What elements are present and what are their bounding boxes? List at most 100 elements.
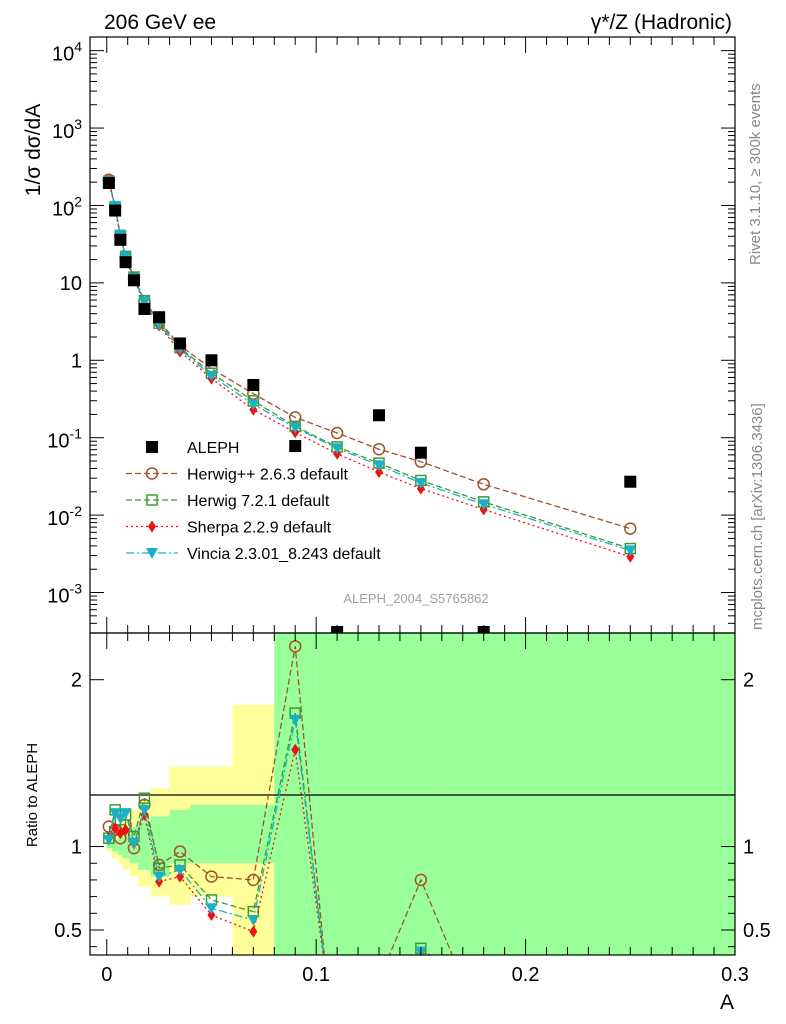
ratio-ylabel: Ratio to ALEPH	[24, 743, 41, 847]
band-green-bin	[122, 833, 130, 859]
main-point-data	[127, 274, 140, 287]
ratio-frame	[89, 632, 736, 956]
ratio-uncertainty-bands	[106, 633, 735, 955]
main-point-data	[119, 256, 132, 269]
legend-label-sherpa: Sherpa 2.2.9 default	[187, 520, 332, 537]
legend-marker-herwigpp	[145, 467, 159, 480]
ratio-point-sherpa	[121, 823, 130, 836]
ratio-xtick-label: 0.2	[512, 964, 540, 986]
ratio-point-sherpa	[291, 743, 300, 756]
main-series	[102, 173, 637, 633]
legend-marker-vincia	[146, 548, 158, 559]
ratio-xtick-label: 0.3	[721, 964, 749, 986]
main-point-data	[109, 204, 122, 217]
main-ytick-label: 10-3	[47, 581, 82, 608]
band-green-bin	[358, 633, 400, 955]
legend-marker-herwig7	[146, 494, 158, 506]
band-green-bin	[118, 836, 123, 855]
legend-marker-sherpa	[148, 520, 156, 533]
legend: ALEPH Herwig++ 2.6.3 default Herwig 7.2.1 …	[126, 440, 381, 563]
main-ytick-label: 103	[52, 116, 82, 143]
main-point-herwigpp	[624, 522, 637, 535]
main-point-data	[372, 409, 385, 422]
main-ytick-label: 102	[52, 193, 82, 220]
main-point-herwigpp	[330, 426, 344, 440]
ratio-ytick-label-right: 2	[743, 670, 754, 692]
band-green-bin	[106, 843, 112, 849]
analysis-watermark: ALEPH_2004_S5765862	[343, 591, 488, 606]
main-point-data	[114, 233, 127, 246]
band-green-bin	[169, 809, 191, 864]
ratio-point-sherpa	[111, 822, 120, 835]
axes: 10-3 10-2 10-1 1 10 102 103 104 0 0.1 0.2 0.3 0.5 0.5…	[47, 36, 771, 986]
main-ytick-label: 1	[71, 350, 82, 372]
main-point-data	[102, 177, 115, 190]
ratio-point-herwig7	[138, 792, 151, 804]
main-point-vincia	[372, 460, 385, 472]
band-green-bin	[232, 804, 275, 864]
ratio-point-herwigpp	[173, 845, 187, 858]
ratio-point-vincia	[127, 838, 140, 850]
ratio-xtick-label: 0.1	[302, 964, 330, 986]
ratio-point-herwigpp	[205, 870, 218, 883]
main-point-data	[289, 440, 302, 453]
ratio-point-vincia	[119, 808, 132, 820]
xlabel: A	[720, 991, 734, 1014]
main-point-data	[174, 337, 187, 350]
main-frame	[89, 36, 736, 634]
ratio-ytick-label: 0.5	[54, 920, 82, 942]
band-green-bin	[190, 804, 233, 864]
main-line-sherpa	[108, 180, 631, 558]
band-green-bin	[525, 633, 735, 955]
ratio-point-sherpa	[207, 908, 216, 921]
main-point-vincia	[247, 399, 260, 411]
main-point-herwigpp	[372, 442, 386, 456]
band-green-bin	[441, 633, 526, 955]
ratio-point-vincia	[138, 804, 151, 816]
legend-label-herwig7: Herwig 7.2.1 default	[187, 493, 330, 510]
ratio-point-sherpa	[249, 925, 258, 938]
ratio-ytick-label-right: 1	[743, 837, 754, 859]
ratio-point-vincia	[289, 714, 302, 726]
main-point-vincia	[414, 477, 427, 489]
main-point-sherpa	[626, 550, 635, 563]
main-point-data	[138, 302, 151, 315]
side-label-rivet: Rivet 3.1.10, ≥ 300k events	[747, 83, 764, 265]
main-point-data	[153, 311, 166, 324]
main-point-vincia	[331, 443, 344, 455]
ratio-line-sherpa	[108, 749, 324, 955]
ratio-point-sherpa	[176, 870, 185, 883]
ratio-point-vincia	[153, 871, 166, 883]
band-green-bin	[316, 633, 359, 955]
legend-label-herwigpp: Herwig++ 2.6.3 default	[187, 467, 349, 484]
ratio-point-vincia	[174, 864, 187, 876]
ratio-ytick-label: 2	[71, 670, 82, 692]
legend-marker-data	[146, 441, 158, 453]
ratio-series	[102, 640, 454, 955]
ratio-point-vincia	[102, 834, 115, 846]
main-point-vincia	[138, 296, 151, 308]
band-green-bin	[274, 633, 317, 955]
ratio-point-herwigpp	[414, 873, 428, 887]
main-point-herwigpp	[477, 478, 490, 491]
ratio-point-herwigpp	[247, 873, 260, 887]
main-ylabel: 1/σ dσ/dA	[22, 104, 45, 196]
ratio-ytick-label: 1	[71, 837, 82, 859]
main-point-vincia	[205, 370, 218, 382]
ratio-ytick-label-right: 0.5	[743, 920, 771, 942]
ratio-point-vincia	[205, 903, 218, 915]
main-point-data	[247, 378, 260, 391]
ratio-point-vincia	[247, 914, 260, 926]
main-point-vincia	[477, 499, 490, 511]
legend-label-vincia: Vincia 2.3.01_8.243 default	[187, 546, 381, 563]
main-ytick-label: 10-1	[47, 426, 82, 453]
main-point-data	[205, 354, 218, 367]
legend-label-data: ALEPH	[187, 440, 239, 457]
main-ytick-label: 104	[52, 39, 82, 66]
main-point-vincia	[289, 422, 302, 434]
main-point-data	[624, 475, 637, 488]
main-point-sherpa	[374, 466, 383, 479]
main-point-vincia	[624, 545, 637, 557]
ratio-point-vincia	[114, 813, 127, 825]
